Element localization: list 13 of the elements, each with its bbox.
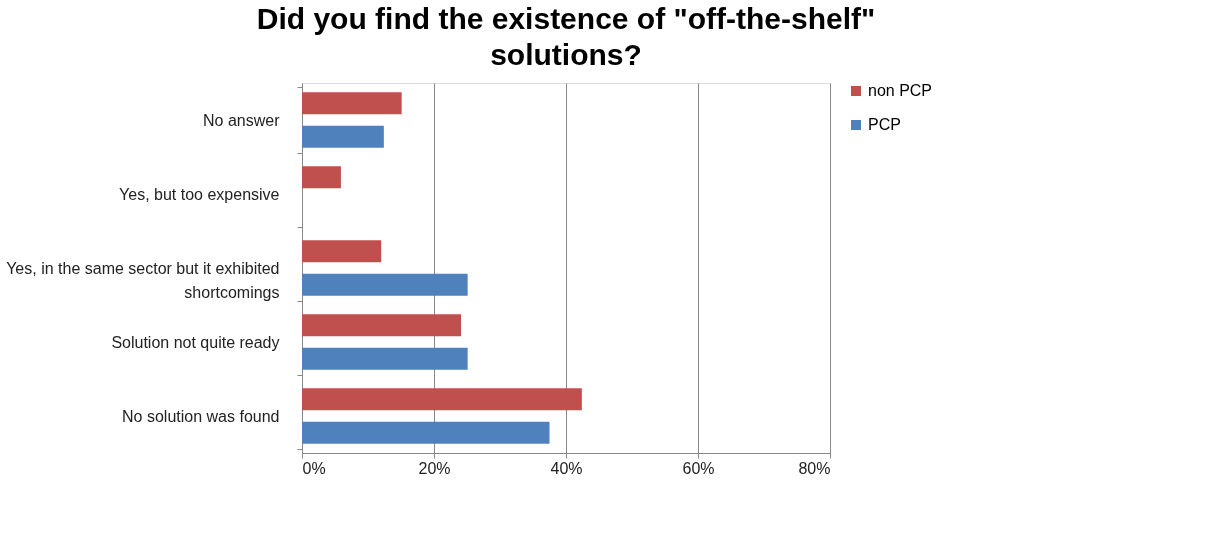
y-tick-label: Yes, in the same sector but it exhibited shortcomings: [6, 259, 280, 301]
y-tick-label: No solution was found: [122, 407, 280, 425]
y-tick-label: No answer: [203, 111, 281, 129]
legend-label: PCP: [868, 116, 901, 133]
x-tick-label: 40%: [550, 459, 583, 477]
legend-label: non PCP: [868, 82, 933, 99]
y-tick-label: Solution not quite ready: [111, 333, 280, 351]
x-tick-label: 0%: [302, 459, 326, 477]
y-tick-label: Yes, but too expensive: [119, 185, 280, 203]
x-tick-label: 20%: [418, 459, 451, 477]
x-tick-label: 60%: [682, 459, 715, 477]
x-tick-label: 80%: [798, 459, 831, 477]
chart-title: Did you find the existence of "off-the-shelf" solutions?: [256, 2, 876, 71]
